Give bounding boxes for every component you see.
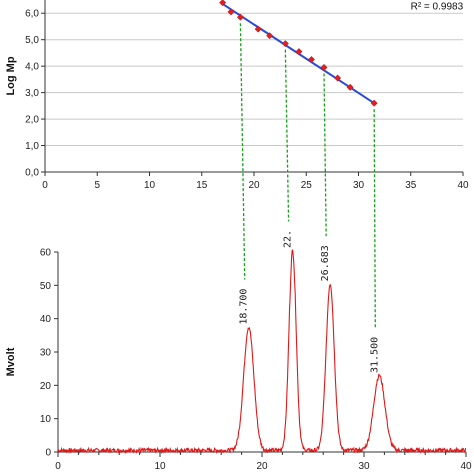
x-tick-label: 30 bbox=[358, 461, 370, 472]
peak-correlation-line bbox=[373, 109, 376, 328]
y-tick-label: 50 bbox=[40, 281, 52, 292]
x-tick-label: 0 bbox=[42, 180, 48, 191]
peak-correlation-lines bbox=[239, 23, 376, 328]
x-tick-label: 20 bbox=[256, 461, 268, 472]
y-axis-label: Log Mp bbox=[5, 56, 17, 95]
data-point bbox=[370, 99, 378, 107]
y-tick-label: 6,0 bbox=[25, 9, 39, 20]
data-point bbox=[266, 32, 274, 40]
peak-correlation-line bbox=[239, 23, 246, 280]
x-tick-label: 20 bbox=[248, 180, 260, 191]
x-tick-label: 30 bbox=[353, 180, 365, 191]
x-tick-label: 0 bbox=[55, 461, 61, 472]
x-tick-label: 10 bbox=[154, 461, 166, 472]
x-tick-label: 5 bbox=[94, 180, 100, 191]
r-squared-annotation: R² = 0.9983 bbox=[411, 1, 464, 12]
peak-label: 26.683 bbox=[320, 245, 331, 281]
y-tick-label: 0,0 bbox=[25, 168, 39, 179]
x-tick-label: 35 bbox=[405, 180, 417, 191]
y-tick-label: 1,0 bbox=[25, 141, 39, 152]
data-point bbox=[236, 13, 244, 21]
y-tick-label: 4,0 bbox=[25, 62, 39, 73]
y-tick-label: 10 bbox=[40, 414, 52, 425]
x-tick-label: 40 bbox=[457, 180, 469, 191]
y-axis-label: Mvolt bbox=[5, 347, 17, 376]
data-point bbox=[307, 55, 316, 64]
x-tick-label: 15 bbox=[196, 180, 208, 191]
signal-trace bbox=[57, 249, 467, 455]
data-point bbox=[320, 63, 328, 72]
calibration-chart: 0,0 1,0 2,0 3,0 4,0 5,0 6,0 0 5 10 15 20 25 30 35 40 Log… bbox=[5, 0, 469, 191]
peak-label: 18.700 bbox=[239, 289, 250, 325]
peak-correlation-line bbox=[284, 49, 290, 222]
chromatogram-chart: 0 10 20 30 40 50 60 0 10 20 30 40 Mvolt 18.700 22. 26.6… bbox=[5, 230, 472, 472]
y-tick-label: 30 bbox=[40, 348, 52, 359]
peak-label: 22. bbox=[283, 230, 294, 248]
data-point bbox=[346, 83, 354, 91]
peak-label: 31.500 bbox=[369, 337, 380, 373]
y-tick-label: 2,0 bbox=[25, 115, 39, 126]
data-point bbox=[334, 74, 342, 82]
data-point bbox=[295, 48, 303, 56]
data-point bbox=[281, 40, 289, 48]
data-point bbox=[254, 25, 262, 33]
y-tick-label: 5,0 bbox=[25, 35, 39, 46]
y-tick-label: 40 bbox=[40, 314, 52, 325]
data-point bbox=[227, 8, 235, 16]
data-point bbox=[219, 0, 227, 7]
peak-correlation-line bbox=[323, 73, 327, 237]
y-tick-label: 60 bbox=[40, 248, 52, 259]
y-tick-label: 0 bbox=[45, 448, 51, 459]
x-tick-label: 40 bbox=[460, 461, 472, 472]
x-tick-label: 10 bbox=[144, 180, 156, 191]
y-tick-label: 20 bbox=[40, 381, 52, 392]
x-tick-label: 25 bbox=[301, 180, 313, 191]
y-tick-label: 3,0 bbox=[25, 88, 39, 99]
